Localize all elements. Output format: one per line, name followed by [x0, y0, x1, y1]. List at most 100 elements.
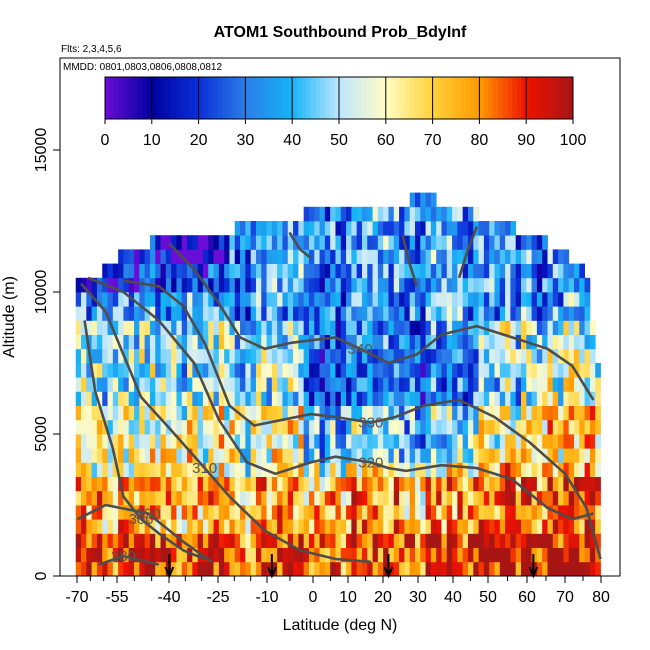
heatmap-cell: [563, 547, 570, 563]
heatmap-cell: [563, 292, 570, 307]
heatmap-cell: [441, 306, 448, 321]
heatmap-cell: [144, 363, 151, 378]
heatmap-cell: [425, 405, 432, 421]
heatmap-cell: [255, 448, 262, 463]
heatmap-cell: [361, 263, 368, 279]
heatmap-cell: [542, 490, 548, 506]
heatmap-cell: [192, 490, 199, 506]
heatmap-cell: [446, 533, 453, 548]
heatmap-cell: [499, 391, 506, 406]
heatmap-cell: [118, 462, 124, 477]
heatmap-cell: [526, 263, 532, 279]
heatmap-cell: [107, 320, 114, 335]
colorbar-tick-label: 100: [560, 132, 587, 149]
heatmap-cell: [457, 235, 464, 250]
heatmap-cell: [441, 490, 448, 506]
heatmap-cell: [388, 547, 395, 563]
heatmap-cell: [303, 263, 310, 279]
heatmap-cell: [520, 320, 527, 335]
heatmap-cell: [520, 547, 527, 563]
heatmap-cell: [118, 263, 124, 279]
heatmap-cell: [388, 533, 395, 548]
heatmap-cell: [160, 448, 167, 463]
heatmap-cell: [240, 419, 246, 435]
heatmap-cell: [197, 263, 204, 279]
heatmap-cell: [393, 320, 400, 335]
colorbar-swatch: [446, 77, 452, 119]
heatmap-cell: [319, 405, 326, 421]
heatmap-cell: [483, 391, 490, 406]
heatmap-cell: [526, 462, 532, 477]
heatmap-cell: [298, 405, 305, 421]
heatmap-cell: [324, 419, 331, 435]
heatmap-cell: [520, 476, 527, 492]
heatmap-cell: [287, 277, 294, 293]
heatmap-cell: [171, 391, 177, 406]
heatmap-cell: [346, 547, 352, 563]
heatmap-cell: [377, 320, 384, 335]
heatmap-cell: [123, 277, 130, 293]
heatmap-cell: [128, 306, 135, 321]
heatmap-cell: [181, 561, 188, 577]
heatmap-cell: [367, 348, 373, 364]
heatmap-cell: [568, 277, 575, 293]
colorbar-swatch: [175, 77, 181, 119]
heatmap-cell: [155, 547, 161, 563]
heatmap-cell: [75, 320, 82, 335]
heatmap-cell: [208, 306, 214, 321]
heatmap-cell: [494, 561, 501, 577]
heatmap-cell: [255, 334, 262, 350]
heatmap-cell: [319, 391, 326, 406]
heatmap-cell: [277, 533, 283, 548]
heatmap-cell: [430, 533, 437, 548]
heatmap-cell: [367, 448, 373, 463]
heatmap-cell: [255, 249, 262, 264]
heatmap-cell: [372, 419, 379, 435]
heatmap-cell: [319, 377, 326, 392]
heatmap-cell: [250, 519, 257, 534]
heatmap-cell: [181, 448, 188, 463]
heatmap-cell: [383, 235, 389, 250]
heatmap-cell: [584, 561, 591, 577]
heatmap-cell: [308, 391, 315, 406]
heatmap-cell: [425, 476, 432, 492]
heatmap-cell: [81, 533, 87, 548]
heatmap-cell: [399, 306, 405, 321]
heatmap-cell: [91, 547, 98, 563]
heatmap-cell: [314, 505, 320, 520]
heatmap-cell: [361, 505, 368, 520]
heatmap-cell: [483, 334, 490, 350]
heatmap-cell: [409, 547, 416, 563]
heatmap-cell: [494, 235, 501, 250]
heatmap-cell: [351, 505, 358, 520]
heatmap-cell: [218, 363, 225, 378]
heatmap-cell: [414, 533, 421, 548]
heatmap-cell: [489, 334, 495, 350]
heatmap-cell: [574, 391, 580, 406]
heatmap-cell: [383, 419, 389, 435]
heatmap-cell: [118, 547, 124, 563]
heatmap-cell: [531, 377, 538, 392]
heatmap-cell: [192, 363, 199, 378]
heatmap-cell: [240, 490, 246, 506]
heatmap-cell: [377, 348, 384, 364]
heatmap-cell: [335, 391, 342, 406]
heatmap-cell: [441, 519, 448, 534]
heatmap-cell: [128, 561, 135, 577]
heatmap-cell: [314, 405, 320, 421]
heatmap-cell: [510, 263, 517, 279]
heatmap-cell: [547, 292, 554, 307]
heatmap-cell: [240, 377, 246, 392]
heatmap-cell: [171, 249, 177, 264]
heatmap-cell: [171, 547, 177, 563]
heatmap-cell: [356, 348, 363, 364]
heatmap-cell: [399, 561, 405, 577]
colorbar-swatch: [254, 77, 260, 119]
heatmap-cell: [510, 221, 517, 236]
heatmap-cell: [393, 221, 400, 236]
heatmap-cell: [377, 263, 384, 279]
heatmap-cell: [404, 448, 411, 463]
heatmap-cell: [510, 235, 517, 250]
colorbar-swatch: [324, 77, 331, 119]
heatmap-cell: [383, 490, 389, 506]
